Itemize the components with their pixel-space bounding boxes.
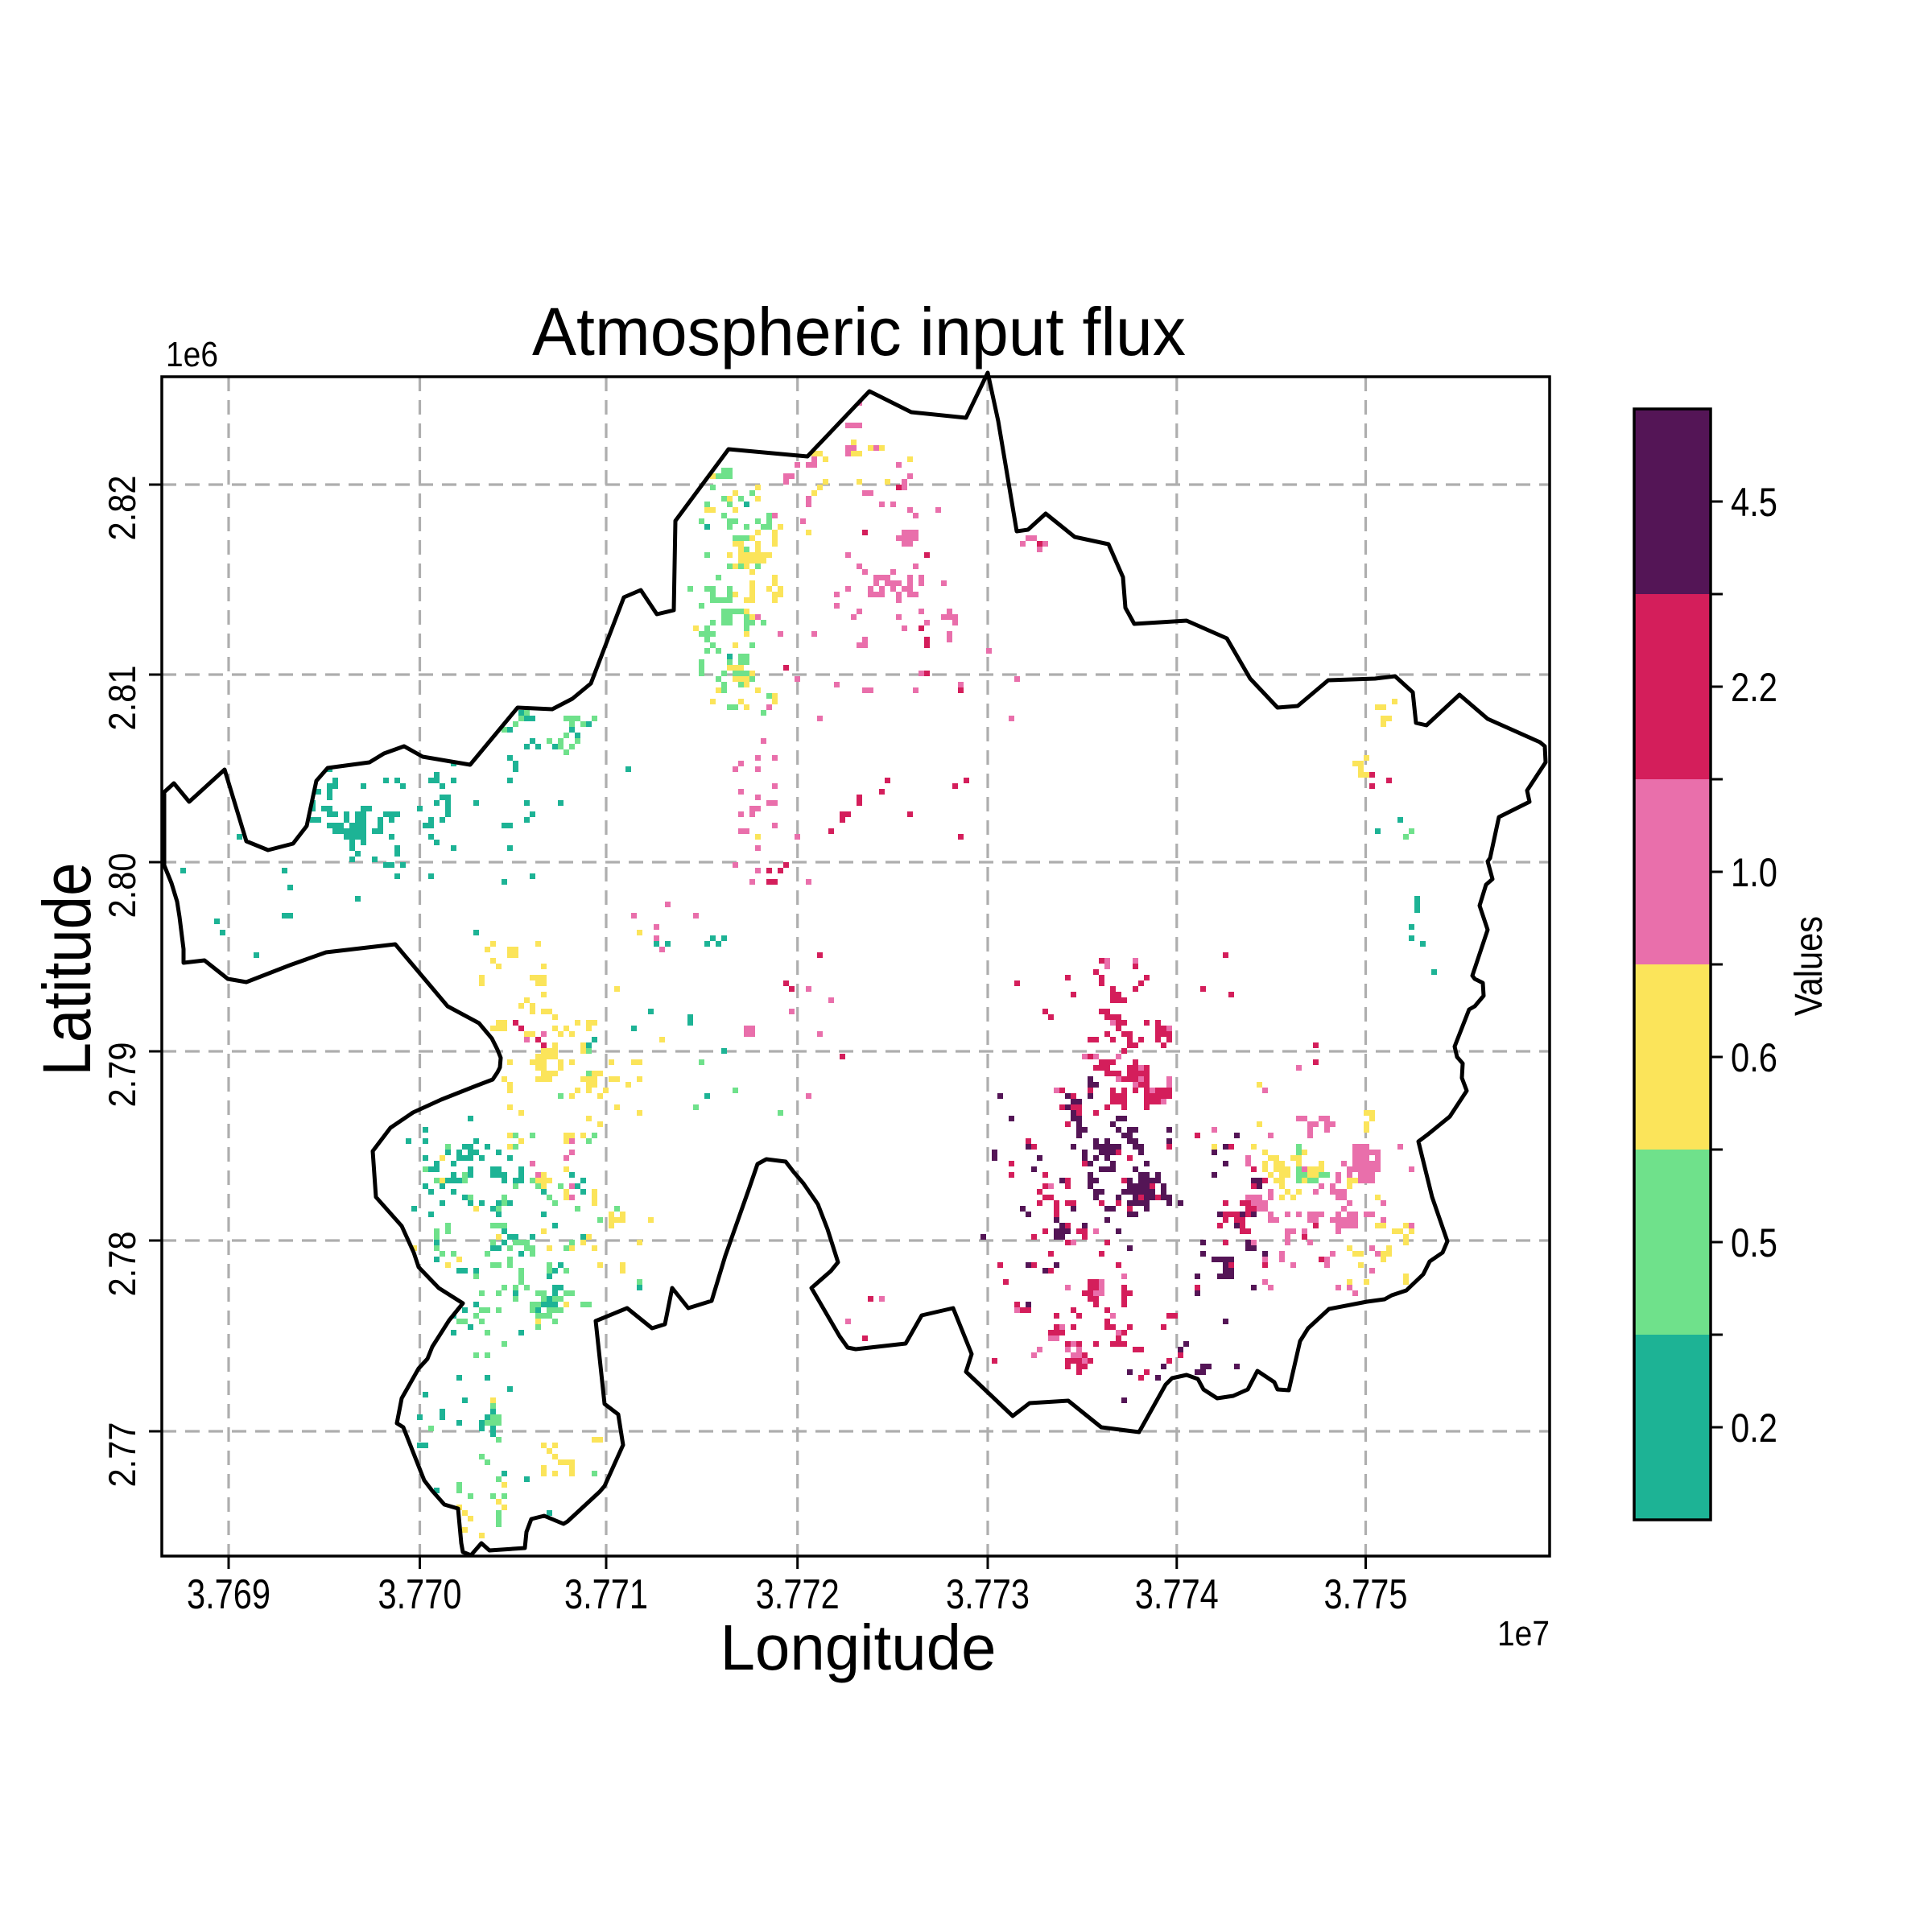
svg-text:1.0: 1.0 <box>1731 850 1777 895</box>
svg-text:Longitude: Longitude <box>720 1612 997 1683</box>
svg-text:2.78: 2.78 <box>101 1232 143 1297</box>
svg-text:Atmospheric input flux: Atmospheric input flux <box>532 294 1186 369</box>
svg-text:1e6: 1e6 <box>166 335 218 374</box>
svg-text:3.773: 3.773 <box>946 1571 1030 1618</box>
svg-text:Values: Values <box>1788 916 1831 1016</box>
svg-text:Latitude: Latitude <box>29 863 105 1076</box>
svg-text:0.2: 0.2 <box>1731 1406 1777 1451</box>
svg-text:3.774: 3.774 <box>1135 1571 1219 1618</box>
svg-text:3.769: 3.769 <box>187 1571 270 1618</box>
svg-text:2.80: 2.80 <box>101 853 143 919</box>
svg-text:3.775: 3.775 <box>1324 1571 1408 1618</box>
svg-text:3.772: 3.772 <box>756 1571 840 1618</box>
svg-text:3.770: 3.770 <box>378 1571 462 1618</box>
svg-text:3.771: 3.771 <box>564 1571 648 1618</box>
svg-text:1e7: 1e7 <box>1497 1614 1550 1653</box>
svg-text:2.77: 2.77 <box>101 1422 143 1488</box>
svg-text:2.79: 2.79 <box>101 1042 143 1108</box>
svg-text:2.82: 2.82 <box>101 476 143 541</box>
svg-text:4.5: 4.5 <box>1731 480 1777 525</box>
svg-text:2.81: 2.81 <box>101 666 143 731</box>
svg-text:0.6: 0.6 <box>1731 1035 1777 1080</box>
svg-text:2.2: 2.2 <box>1731 665 1777 710</box>
svg-text:0.5: 0.5 <box>1731 1220 1777 1265</box>
